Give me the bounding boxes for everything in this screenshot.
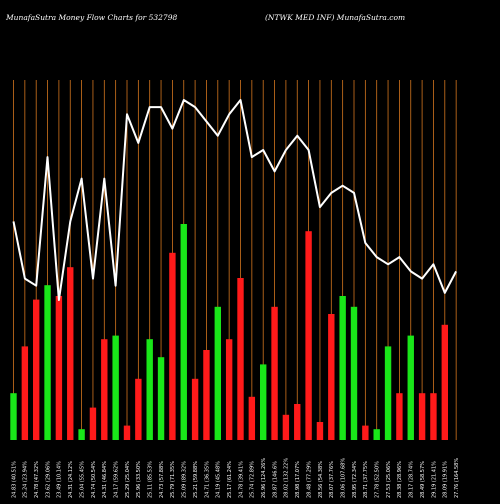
x-tick-label: 28.48 (77.29% bbox=[306, 461, 312, 498]
money-flow-bar-4 bbox=[44, 285, 51, 440]
money-flow-bars bbox=[10, 224, 448, 440]
money-flow-bar-23 bbox=[260, 364, 267, 440]
money-flow-bar-7 bbox=[78, 429, 85, 440]
x-tick-label: 28.02 (132.22% bbox=[284, 458, 290, 498]
x-tick-label: 25.11 (85.53% bbox=[148, 461, 154, 498]
x-tick-label: 25.79 (71.35% bbox=[170, 461, 176, 498]
money-flow-bar-18 bbox=[203, 350, 210, 440]
x-tick-label: 24.73 (57.88% bbox=[159, 461, 165, 498]
money-flow-bar-1 bbox=[10, 393, 17, 440]
x-tick-label: 25.17 (61.24% bbox=[227, 461, 233, 498]
x-tick-label: 28.71 (37.75% bbox=[363, 461, 369, 498]
money-flow-bar-19 bbox=[214, 306, 221, 440]
x-tick-label: 25.21 (59.88% bbox=[193, 461, 199, 498]
money-flow-bar-30 bbox=[339, 296, 346, 440]
x-tick-label: 24.17 (59.62% bbox=[113, 461, 119, 498]
x-tick-label: 27.76 (164.58% bbox=[454, 458, 460, 498]
money-flow-bar-6 bbox=[67, 267, 74, 440]
x-tick-label: 25.24 (23.94% bbox=[23, 461, 29, 498]
money-flow-bar-15 bbox=[169, 252, 176, 440]
money-flow-bar-2 bbox=[21, 346, 29, 440]
x-tick-label: 25.74 (72.89% bbox=[250, 461, 256, 498]
x-tick-label: 28.98 (17.07% bbox=[295, 461, 301, 498]
x-tick-label: 23.49 (10.14% bbox=[57, 461, 63, 498]
money-flow-bar-12 bbox=[135, 378, 142, 440]
money-flow-bar-11 bbox=[123, 425, 131, 440]
x-tick-label: 28.38 (28.96% bbox=[397, 461, 403, 498]
money-flow-bar-37 bbox=[418, 393, 426, 440]
x-tick-label: 28.07 (37.76% bbox=[329, 461, 335, 498]
money-flow-bar-22 bbox=[248, 396, 256, 440]
x-tick-label: 28.17 (28.74% bbox=[409, 461, 415, 498]
money-flow-bar-33 bbox=[373, 429, 380, 440]
price-line bbox=[12, 99, 457, 301]
price-line-layer bbox=[12, 99, 457, 301]
money-flow-bar-26 bbox=[294, 404, 301, 440]
x-tick-label: 25.04 (55.45% bbox=[79, 461, 85, 498]
x-tick-labels: 24.83 (40.51% 25.24 (23.94% 24.78 (47.32% 2… bbox=[11, 458, 460, 498]
money-flow-bar-16 bbox=[180, 224, 187, 440]
x-tick-label: 25.09 (89.32% bbox=[182, 461, 188, 498]
money-flow-bar-20 bbox=[225, 339, 233, 440]
x-tick-label: 24.31 (24.12% bbox=[68, 461, 74, 498]
money-flow-bar-17 bbox=[191, 378, 199, 440]
money-flow-bar-5 bbox=[55, 296, 63, 440]
x-tick-label: 25.96 (33.50% bbox=[136, 461, 142, 498]
money-flow-bar-27 bbox=[305, 231, 312, 440]
money-flow-bar-31 bbox=[350, 306, 358, 440]
x-tick-label: 28.09 (19.91% bbox=[443, 461, 449, 498]
x-tick-label: 24.78 (39.41% bbox=[238, 461, 244, 498]
x-tick-label: 27.53 (25.06% bbox=[386, 461, 392, 498]
x-tick-label: 28.95 (72.34% bbox=[352, 461, 358, 498]
x-tick-label: 26.96 (124.26% bbox=[261, 458, 267, 498]
x-tick-label: 24.74 (50.54% bbox=[91, 461, 97, 498]
money-flow-bar-32 bbox=[362, 425, 369, 440]
money-flow-bar-28 bbox=[316, 422, 324, 440]
money-flow-bar-34 bbox=[384, 346, 392, 440]
x-tick-label: 24.31 (46.84% bbox=[102, 461, 108, 498]
money-flow-bar-39 bbox=[441, 324, 448, 440]
money-flow-bar-36 bbox=[407, 335, 414, 440]
x-tick-label: 28.56 (54.38% bbox=[318, 461, 324, 498]
money-flow-bar-29 bbox=[328, 314, 335, 440]
money-flow-bar-14 bbox=[157, 357, 165, 440]
money-flow-bar-3 bbox=[33, 299, 40, 440]
money-flow-bar-8 bbox=[89, 407, 97, 440]
x-tick-label: 28.87 (146.6% bbox=[272, 461, 278, 498]
x-tick-label: 24.83 (40.51% bbox=[11, 461, 17, 498]
money-flow-bar-21 bbox=[237, 278, 244, 440]
x-tick-label: 28.06 (107.68% bbox=[340, 458, 346, 498]
money-flow-bar-38 bbox=[430, 393, 437, 440]
x-tick-label: 28.49 (58.57% bbox=[420, 461, 426, 498]
money-flow-bar-13 bbox=[146, 339, 153, 440]
x-tick-label: 29.19 (21.41% bbox=[431, 461, 437, 498]
money-flow-bar-25 bbox=[282, 414, 290, 440]
x-tick-label: 25.29 (25.04% bbox=[125, 461, 131, 498]
x-tick-label: 24.19 (45.48% bbox=[216, 461, 222, 498]
money-flow-bar-35 bbox=[396, 393, 403, 440]
chart-title: MunafaSutra Money Flow Charts for 532798 bbox=[6, 13, 178, 22]
x-tick-label: 23.62 (29.06% bbox=[45, 461, 51, 498]
x-tick-label: 24.78 (47.32% bbox=[34, 461, 40, 498]
money-flow-bar-24 bbox=[271, 306, 278, 440]
chart-subtitle: (NTWK MED INF) MunafaSutra.com bbox=[265, 13, 406, 22]
money-flow-bar-9 bbox=[101, 339, 108, 440]
x-tick-label: 27.78 (52.50% bbox=[375, 461, 381, 498]
money-flow-bar-10 bbox=[112, 335, 119, 440]
x-tick-label: 24.71 (36.35% bbox=[204, 461, 210, 498]
